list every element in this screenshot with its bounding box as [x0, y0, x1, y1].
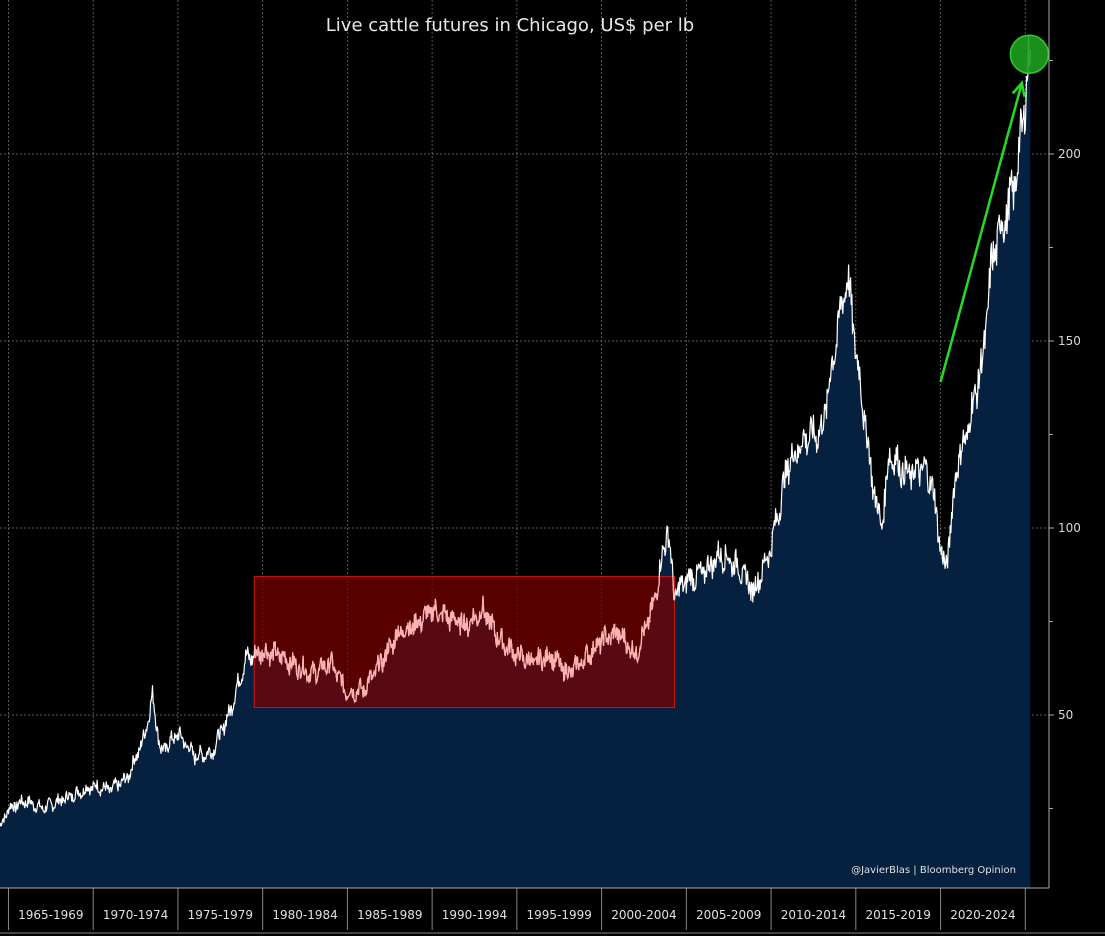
price-line-highlighted: [254, 576, 675, 704]
price-area: [0, 35, 1031, 888]
ytick-label: 100: [1058, 521, 1081, 535]
chart-title: Live cattle futures in Chicago, US$ per …: [326, 15, 694, 36]
xtick-label: 2010-2014: [781, 908, 846, 922]
xtick-label: 1980-1984: [272, 908, 337, 922]
xtick-label: 1970-1974: [103, 908, 168, 922]
xtick-label: 1965-1969: [18, 908, 83, 922]
annotation-layer: [939, 34, 1050, 383]
xtick-label: 1990-1994: [442, 908, 507, 922]
ytick-label: 150: [1058, 334, 1081, 348]
xtick-label: 2000-2004: [611, 908, 676, 922]
line-layer: [0, 34, 1031, 827]
xtick-label: 1975-1979: [188, 908, 253, 922]
xtick-label: 2020-2024: [950, 908, 1015, 922]
xtick-label: 2005-2009: [696, 908, 761, 922]
ytick-label: 200: [1058, 147, 1081, 161]
ytick-label: 50: [1058, 708, 1073, 722]
xtick-label: 2015-2019: [865, 908, 930, 922]
peak-marker: [1009, 34, 1050, 75]
trend-arrow: [939, 82, 1024, 383]
highlight-layer: [253, 576, 675, 709]
xtick-label: 1995-1999: [527, 908, 592, 922]
area-layer: [0, 35, 1031, 888]
chart-credit: @JavierBlas | Bloomberg Opinion: [851, 865, 1016, 876]
trend-arrow-head: [1011, 80, 1026, 97]
highlight-box: [253, 576, 675, 709]
xtick-label: 1985-1989: [357, 908, 422, 922]
